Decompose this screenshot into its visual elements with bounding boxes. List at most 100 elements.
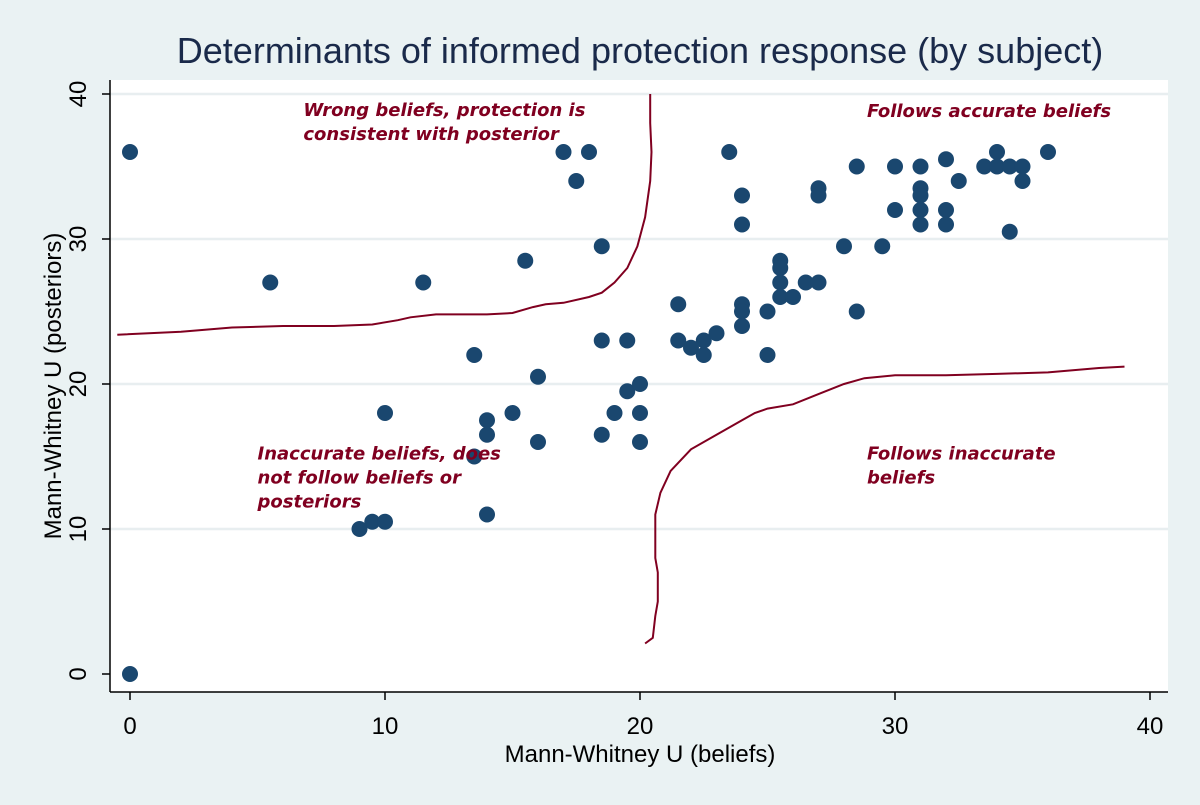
data-point <box>785 289 801 305</box>
annotation-line: Inaccurate beliefs, does <box>258 443 502 464</box>
data-point <box>721 144 738 160</box>
data-point <box>683 339 699 356</box>
y-tick-label: 30 <box>65 226 92 253</box>
annotations: Wrong beliefs, protection is consistent w… <box>257 100 1112 513</box>
data-point <box>772 289 789 305</box>
data-point <box>530 368 546 385</box>
data-point <box>938 202 954 218</box>
data-point <box>619 383 636 400</box>
data-point <box>759 347 776 363</box>
data-point <box>874 238 891 255</box>
data-point <box>351 521 368 537</box>
data-point <box>670 296 687 313</box>
data-point <box>415 274 432 291</box>
axes: 0 10 20 30 40 0 10 20 30 40 <box>65 80 1168 740</box>
x-axis-label: Mann-Whitney U (beliefs) <box>505 741 776 768</box>
data-point <box>759 303 776 320</box>
data-point <box>989 158 1005 175</box>
y-tick-label: 10 <box>65 516 92 543</box>
annotation-line: Wrong beliefs, protection is <box>303 100 585 121</box>
data-point <box>887 158 903 175</box>
data-point <box>887 202 903 218</box>
annotation-line: Follows inaccurate <box>867 443 1056 464</box>
data-point <box>377 405 393 421</box>
chart-title: Determinants of informed protection resp… <box>177 30 1103 71</box>
data-point <box>479 412 495 429</box>
x-tick-label: 30 <box>882 713 909 740</box>
lower-right-boundary <box>644 365 1125 645</box>
annotation-text: Wrong beliefs, protection is consistent w… <box>303 100 585 145</box>
data-point <box>1014 173 1031 189</box>
x-tick-label: 40 <box>1137 713 1164 740</box>
data-point <box>734 216 750 233</box>
data-point <box>734 187 750 204</box>
data-point <box>848 303 865 320</box>
x-tick-label: 10 <box>372 713 399 740</box>
data-point <box>262 274 279 291</box>
data-point <box>555 144 572 160</box>
data-point <box>734 303 750 320</box>
data-point <box>122 144 138 160</box>
data-points <box>122 144 1056 682</box>
data-point <box>593 332 610 349</box>
data-point <box>606 405 623 421</box>
y-tick-label: 0 <box>65 667 92 680</box>
data-point <box>1014 158 1031 175</box>
annotation-text: Follows accurate beliefs <box>867 101 1111 122</box>
data-point <box>695 347 712 363</box>
data-point <box>517 252 534 269</box>
annotation-text: Follows inaccurate beliefs <box>867 443 1056 488</box>
data-point <box>938 216 954 233</box>
data-point <box>976 158 993 175</box>
data-point <box>950 173 967 189</box>
data-point <box>810 187 827 204</box>
annotation-line: consistent with posterior <box>303 124 560 145</box>
data-point <box>708 325 725 342</box>
data-point <box>912 187 929 204</box>
data-point <box>1040 144 1056 160</box>
data-point <box>479 506 495 523</box>
data-point <box>912 158 929 175</box>
data-point <box>836 238 852 255</box>
x-tick-label: 0 <box>123 713 136 740</box>
data-point <box>938 151 954 168</box>
upper-left-boundary <box>117 94 653 336</box>
data-point <box>912 202 929 218</box>
data-point <box>466 448 483 465</box>
data-point <box>797 274 814 291</box>
data-point <box>479 426 495 443</box>
data-point <box>593 238 610 255</box>
data-point <box>772 260 789 276</box>
data-point <box>122 666 138 682</box>
data-point <box>466 347 483 363</box>
data-point <box>632 376 648 392</box>
data-point <box>989 144 1005 160</box>
data-point <box>364 513 381 530</box>
annotation-line: posteriors <box>257 491 362 512</box>
annotation-line: beliefs <box>867 467 935 488</box>
data-point <box>1001 223 1018 240</box>
data-point <box>1001 158 1018 175</box>
data-point <box>912 216 929 233</box>
data-point <box>619 332 636 349</box>
data-point <box>504 405 521 421</box>
y-tick-label: 20 <box>65 371 92 398</box>
annotation-line: Follows accurate beliefs <box>867 101 1111 122</box>
boundary-lines <box>117 94 1125 645</box>
data-point <box>632 405 648 421</box>
data-point <box>810 274 827 291</box>
annotation-text: Inaccurate beliefs, does not follow belie… <box>257 443 502 512</box>
data-point <box>530 434 546 450</box>
data-point <box>632 434 648 450</box>
x-tick-label: 20 <box>627 713 654 740</box>
data-point <box>377 513 393 530</box>
data-point <box>568 173 585 189</box>
data-point <box>670 332 687 349</box>
data-point <box>581 144 597 160</box>
data-point <box>734 318 750 334</box>
data-point <box>695 332 712 349</box>
data-point <box>848 158 865 175</box>
y-axis-label: Mann-Whitney U (posteriors) <box>40 233 67 540</box>
